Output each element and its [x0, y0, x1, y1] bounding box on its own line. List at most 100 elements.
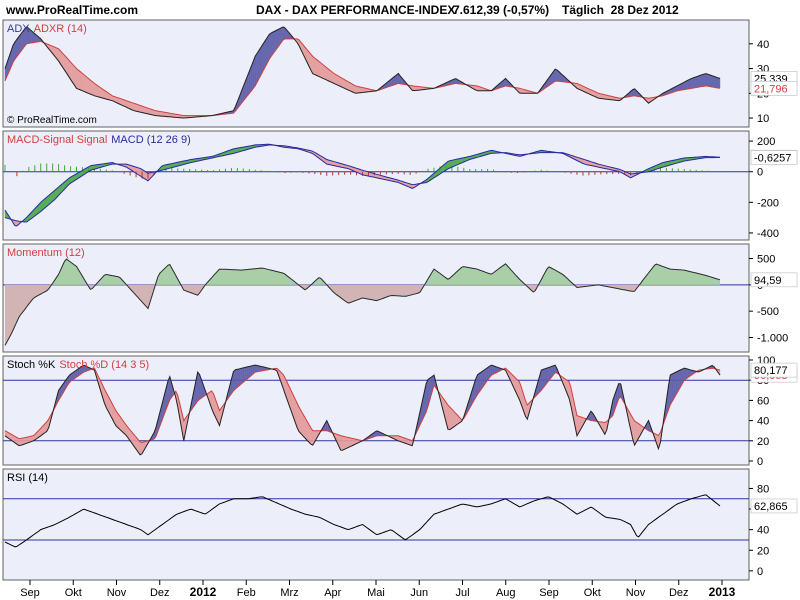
x-axis: Sep Okt Nov Dez 2012 Feb Mrz Apr Mai Jun Jul Aug Sep…: [20, 580, 736, 599]
x-tick-label: 2013: [709, 585, 736, 599]
last-value-box: [750, 150, 798, 165]
panel-background: [2, 468, 750, 581]
band-segment: [356, 85, 359, 94]
band-segment: [318, 60, 321, 78]
band-segment: [709, 74, 713, 88]
watermark: © ProRealTime.com: [7, 115, 97, 126]
band-segment: [316, 59, 320, 77]
series-stoch-k: [4, 364, 721, 456]
band-segment: [324, 65, 327, 81]
chart-title: DAX - DAX PERFORMANCE-INDEX: [256, 3, 456, 17]
y-tick-label: -1.000: [757, 332, 788, 344]
band-segment: [344, 436, 347, 450]
band-segment: [266, 33, 270, 64]
band-segment: [322, 64, 325, 80]
band-segment: [334, 73, 337, 85]
date-readout: Täglich 28 Dez 2012: [562, 3, 679, 17]
y-tick-label: 20: [757, 545, 769, 557]
series-rsi: [4, 494, 721, 548]
y-tick-label: 0: [757, 566, 763, 578]
panel-rsi: 020406080RSI (14)62,865: [2, 468, 798, 581]
legend-label: ADX: [7, 23, 30, 35]
panel-macd: 200 0 -200 -400 MACD-Signal Signal MACD (12 2…: [2, 130, 798, 241]
panel-background: [2, 355, 750, 466]
panel-background: [2, 19, 750, 128]
band-segment: [262, 40, 266, 71]
band-segment: [703, 73, 707, 87]
band-segment: [451, 408, 455, 429]
band-segment: [711, 75, 715, 88]
momentum-negative-area: [5, 284, 720, 346]
band-segment: [241, 367, 244, 385]
y-tick-label: 40: [757, 39, 769, 51]
band-segment: [133, 103, 137, 112]
band-segment: [86, 76, 89, 94]
x-tick-label: Jun: [410, 587, 428, 599]
legend-label: Momentum (12): [7, 247, 85, 259]
last-value-box: [750, 81, 798, 96]
band-segment: [237, 368, 240, 388]
legend-label: RSI (14): [7, 472, 48, 484]
band-segment: [717, 77, 721, 89]
band-segment: [80, 71, 83, 92]
band-segment: [197, 371, 200, 402]
band-segment: [312, 56, 316, 75]
band-segment: [282, 26, 286, 41]
band-segment: [447, 404, 451, 430]
y-tick-label: 0: [757, 456, 763, 468]
band-segment: [699, 74, 703, 88]
x-tick-label: Okt: [584, 587, 601, 599]
last-value-label: 80,177: [754, 365, 788, 377]
x-tick-label: Aug: [496, 587, 516, 599]
y-tick-label: 60: [757, 395, 769, 407]
band-segment: [713, 76, 717, 88]
y-tick-label: 40: [757, 525, 769, 537]
x-tick-label: Nov: [626, 587, 646, 599]
band-segment: [270, 31, 274, 58]
x-tick-label: Jul: [455, 587, 469, 599]
x-tick-label: Dez: [150, 587, 170, 599]
band-segment: [449, 406, 453, 430]
band-segment: [76, 68, 79, 90]
last-value-box: [750, 362, 798, 378]
panel-background: [2, 130, 750, 241]
band-segment: [257, 49, 260, 83]
legend-label: Stoch %K: [7, 359, 56, 371]
price-readout: 7.612,39 (-0,57%): [453, 3, 550, 17]
x-tick-label: 2012: [190, 585, 217, 599]
legend-label: ADXR (14): [34, 23, 87, 35]
band-segment: [691, 77, 695, 89]
y-tick-label: 200: [757, 136, 775, 148]
y-tick-label: -200: [757, 197, 779, 209]
y-tick-label: -400: [757, 228, 779, 240]
band-segment: [340, 435, 343, 451]
band-segment: [690, 77, 693, 89]
y-tick-label: -500: [757, 306, 779, 318]
band-segment: [672, 372, 675, 403]
series-macd-signal-signal: [4, 144, 720, 223]
last-value-box: [750, 272, 798, 288]
band-segment: [264, 36, 268, 68]
y-tick-label: 80: [757, 483, 769, 495]
last-value-box: [750, 498, 798, 514]
band-segment: [233, 369, 236, 392]
y-tick-label: 0: [757, 167, 763, 179]
band-segment: [670, 373, 673, 406]
band-segment: [239, 368, 242, 387]
x-tick-label: Sep: [539, 587, 559, 599]
x-tick-label: Nov: [107, 587, 127, 599]
series-macd-12-26-9-: [4, 143, 721, 227]
band-segment: [338, 75, 341, 87]
band-segment: [259, 46, 262, 79]
band-segment: [78, 69, 81, 91]
band-segment: [715, 76, 719, 89]
band-segment: [139, 441, 143, 456]
series-adxr-14-: [4, 38, 721, 117]
legend-label: MACD-Signal Signal: [7, 134, 107, 146]
momentum-positive-area: [5, 259, 720, 285]
band-segment: [88, 78, 91, 95]
band-segment: [90, 79, 93, 96]
